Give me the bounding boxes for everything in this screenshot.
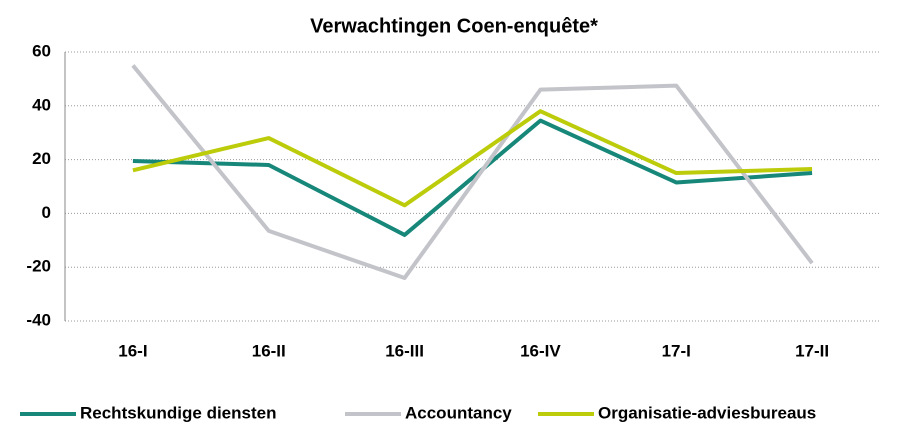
x-tick-label: 16-III [385,341,424,360]
y-tick-label: 60 [32,41,51,60]
line-series [132,109,813,208]
legend-label: Rechtskundige diensten [80,403,276,422]
line-series [131,64,814,280]
chart-title: Verwachtingen Coen-enquête* [310,15,598,37]
x-tick-label: 17-I [662,341,691,360]
x-tick-label: 16-IV [520,341,561,360]
y-tick-label: -40 [26,310,51,329]
legend-label: Accountancy [405,403,512,422]
y-tick-label: 40 [32,95,51,114]
legend-label: Organisatie-adviesbureaus [598,403,816,422]
x-tick-label: 17-II [795,341,829,360]
y-tick-label: -20 [26,257,51,276]
x-tick-label: 16-I [118,341,147,360]
y-tick-label: 20 [32,149,51,168]
line-series [132,118,813,237]
y-tick-label: 0 [42,203,51,222]
x-tick-label: 16-II [252,341,286,360]
